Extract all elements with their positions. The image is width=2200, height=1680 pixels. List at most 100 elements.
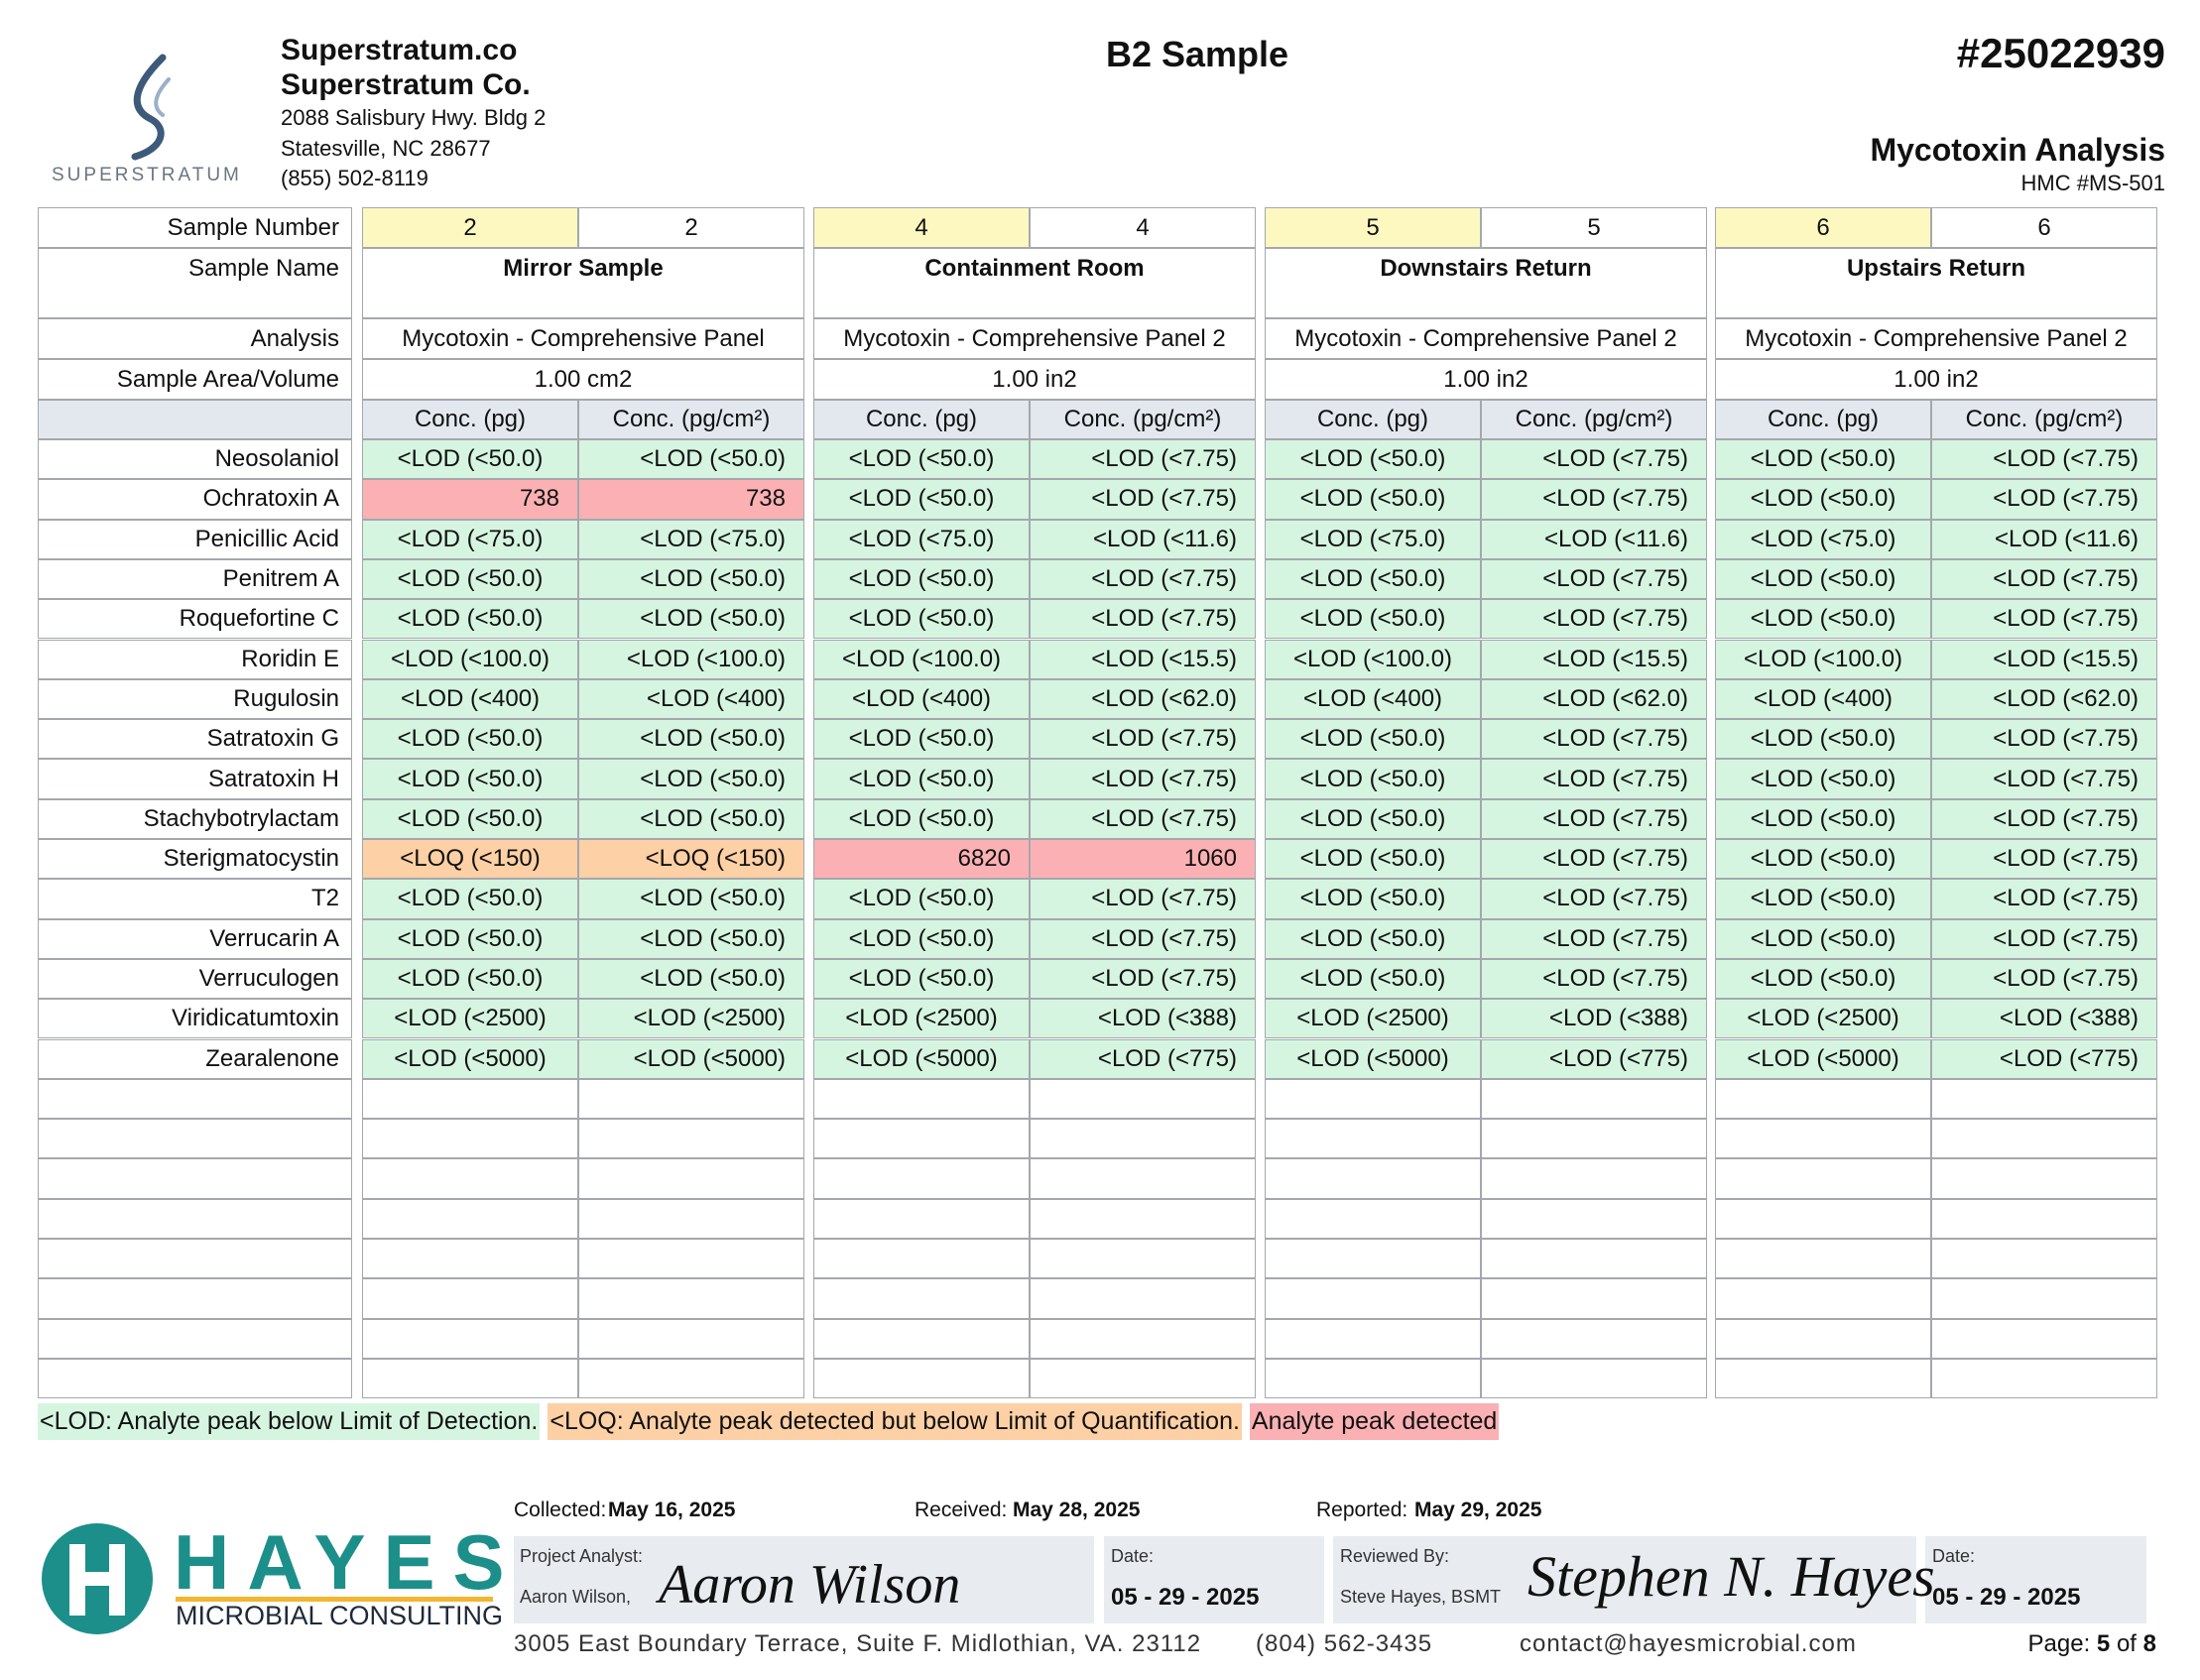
result: <LOD (<15.5) bbox=[1481, 639, 1707, 679]
result: <LOD (<50.0) bbox=[1715, 879, 1931, 919]
result: <LOD (<100.0) bbox=[1715, 639, 1931, 679]
date-box bbox=[1104, 1536, 1324, 1623]
empty-cell bbox=[578, 1158, 804, 1199]
empty-cell bbox=[1715, 1198, 1931, 1239]
reviewer-box bbox=[1333, 1536, 1916, 1623]
received-date: May 28, 2025 bbox=[1013, 1499, 1141, 1521]
empty-cell bbox=[1030, 1278, 1256, 1319]
empty-cell bbox=[1931, 1119, 2157, 1159]
empty-cell bbox=[813, 1158, 1030, 1199]
sample-number: 4 bbox=[813, 207, 1030, 248]
empty-cell bbox=[1481, 1119, 1707, 1159]
hayes-logo-mark bbox=[42, 1523, 153, 1634]
result: <LOD (<50.0) bbox=[1715, 798, 1931, 839]
empty-cell bbox=[1265, 1278, 1481, 1319]
sample-number: 2 bbox=[578, 207, 804, 248]
row-label: Sample Name bbox=[38, 248, 352, 318]
result: <LOD (<5000) bbox=[813, 1038, 1030, 1079]
result: <LOD (<11.6) bbox=[1030, 519, 1256, 559]
date-label: Date: bbox=[1932, 1546, 1976, 1566]
result: <LOD (<7.75) bbox=[1030, 918, 1256, 959]
result: <LOD (<50.0) bbox=[813, 719, 1030, 760]
result: <LOD (<50.0) bbox=[362, 759, 578, 799]
result: <LOD (<50.0) bbox=[362, 558, 578, 600]
empty-cell bbox=[38, 1119, 352, 1159]
analyte-name: Roridin E bbox=[38, 639, 352, 679]
email: contact@hayesmicrobial.com bbox=[1520, 1630, 1857, 1657]
sample-area: 1.00 cm2 bbox=[362, 359, 804, 400]
result: 738 bbox=[578, 479, 804, 520]
result: <LOD (<50.0) bbox=[362, 918, 578, 959]
empty-cell bbox=[1265, 1078, 1481, 1120]
result: <LOD (<388) bbox=[1481, 999, 1707, 1039]
report-number: #25022939 bbox=[1956, 30, 2165, 76]
page-number: Page: 5 of 8 bbox=[2028, 1630, 2156, 1658]
empty-cell bbox=[578, 1278, 804, 1319]
empty-cell bbox=[1030, 1239, 1256, 1279]
result: <LOD (<50.0) bbox=[578, 719, 804, 760]
empty-cell bbox=[813, 1198, 1030, 1239]
analyst-box bbox=[514, 1536, 1094, 1623]
result: <LOD (<15.5) bbox=[1931, 639, 2157, 679]
result: <LOD (<7.75) bbox=[1481, 879, 1707, 919]
empty-cell bbox=[1265, 1198, 1481, 1239]
result: <LOD (<50.0) bbox=[1265, 918, 1481, 959]
empty-cell bbox=[1931, 1158, 2157, 1199]
analysis-title: Mycotoxin Analysis bbox=[1870, 132, 2165, 168]
analysis: Mycotoxin - Comprehensive Panel bbox=[362, 318, 804, 359]
result: <LOD (<7.75) bbox=[1030, 879, 1256, 919]
sample-area: 1.00 in2 bbox=[1715, 359, 2157, 400]
result: <LOD (<50.0) bbox=[813, 879, 1030, 919]
analyst-name: Aaron Wilson, bbox=[520, 1587, 632, 1607]
result: <LOD (<50.0) bbox=[578, 918, 804, 959]
empty-cell bbox=[1030, 1078, 1256, 1120]
analyte-name: Neosolaniol bbox=[38, 439, 352, 480]
result: <LOD (<7.75) bbox=[1481, 479, 1707, 520]
result: <LOD (<7.75) bbox=[1030, 719, 1256, 760]
column-header: Conc. (pg) bbox=[1265, 400, 1481, 439]
result: 1060 bbox=[1030, 839, 1256, 880]
empty-cell bbox=[1931, 1278, 2157, 1319]
result: <LOD (<50.0) bbox=[362, 599, 578, 640]
address: 2088 Salisbury Hwy. Bldg 2 bbox=[281, 105, 547, 130]
review-date: 05 - 29 - 2025 bbox=[1932, 1584, 2081, 1611]
empty-cell bbox=[1715, 1078, 1931, 1120]
analyte-name: Sterigmatocystin bbox=[38, 839, 352, 880]
result: <LOD (<7.75) bbox=[1481, 918, 1707, 959]
empty-cell bbox=[578, 1358, 804, 1399]
analyte-name: Satratoxin G bbox=[38, 719, 352, 760]
empty-cell bbox=[1715, 1278, 1931, 1319]
empty-cell bbox=[1481, 1158, 1707, 1199]
result: <LOD (<2500) bbox=[813, 999, 1030, 1039]
row-label: Sample Area/Volume bbox=[38, 359, 352, 400]
result: <LOD (<7.75) bbox=[1931, 958, 2157, 1000]
legend-item: <LOD: Analyte peak below Limit of Detect… bbox=[38, 1403, 541, 1440]
result: <LOD (<50.0) bbox=[813, 439, 1030, 480]
result: <LOD (<388) bbox=[1030, 999, 1256, 1039]
company-short: Superstratum.co bbox=[281, 34, 518, 66]
result: <LOD (<50.0) bbox=[362, 958, 578, 1000]
column-header: Conc. (pg/cm²) bbox=[578, 400, 804, 439]
result: <LOD (<7.75) bbox=[1030, 599, 1256, 640]
analyst-label: Project Analyst: bbox=[520, 1546, 644, 1566]
result: <LOD (<7.75) bbox=[1030, 759, 1256, 799]
result: <LOD (<7.75) bbox=[1931, 918, 2157, 959]
empty-cell bbox=[1265, 1358, 1481, 1399]
analyte-name: Penicillic Acid bbox=[38, 519, 352, 559]
result: <LOD (<50.0) bbox=[1265, 558, 1481, 600]
result: <LOD (<388) bbox=[1931, 999, 2157, 1039]
result: <LOD (<50.0) bbox=[362, 879, 578, 919]
empty-cell bbox=[1030, 1119, 1256, 1159]
analyte-name: Stachybotrylactam bbox=[38, 798, 352, 839]
empty-cell bbox=[38, 1198, 352, 1239]
analysis: Mycotoxin - Comprehensive Panel 2 bbox=[1715, 318, 2157, 359]
result: <LOD (<400) bbox=[362, 678, 578, 720]
empty-cell bbox=[1481, 1078, 1707, 1120]
result: <LOD (<50.0) bbox=[578, 599, 804, 640]
empty-cell bbox=[38, 1278, 352, 1319]
result: <LOD (<7.75) bbox=[1931, 558, 2157, 600]
result: <LOD (<50.0) bbox=[1715, 918, 1931, 959]
result: <LOD (<50.0) bbox=[1265, 759, 1481, 799]
result: <LOD (<775) bbox=[1481, 1038, 1707, 1079]
sample-number: 5 bbox=[1265, 207, 1481, 248]
